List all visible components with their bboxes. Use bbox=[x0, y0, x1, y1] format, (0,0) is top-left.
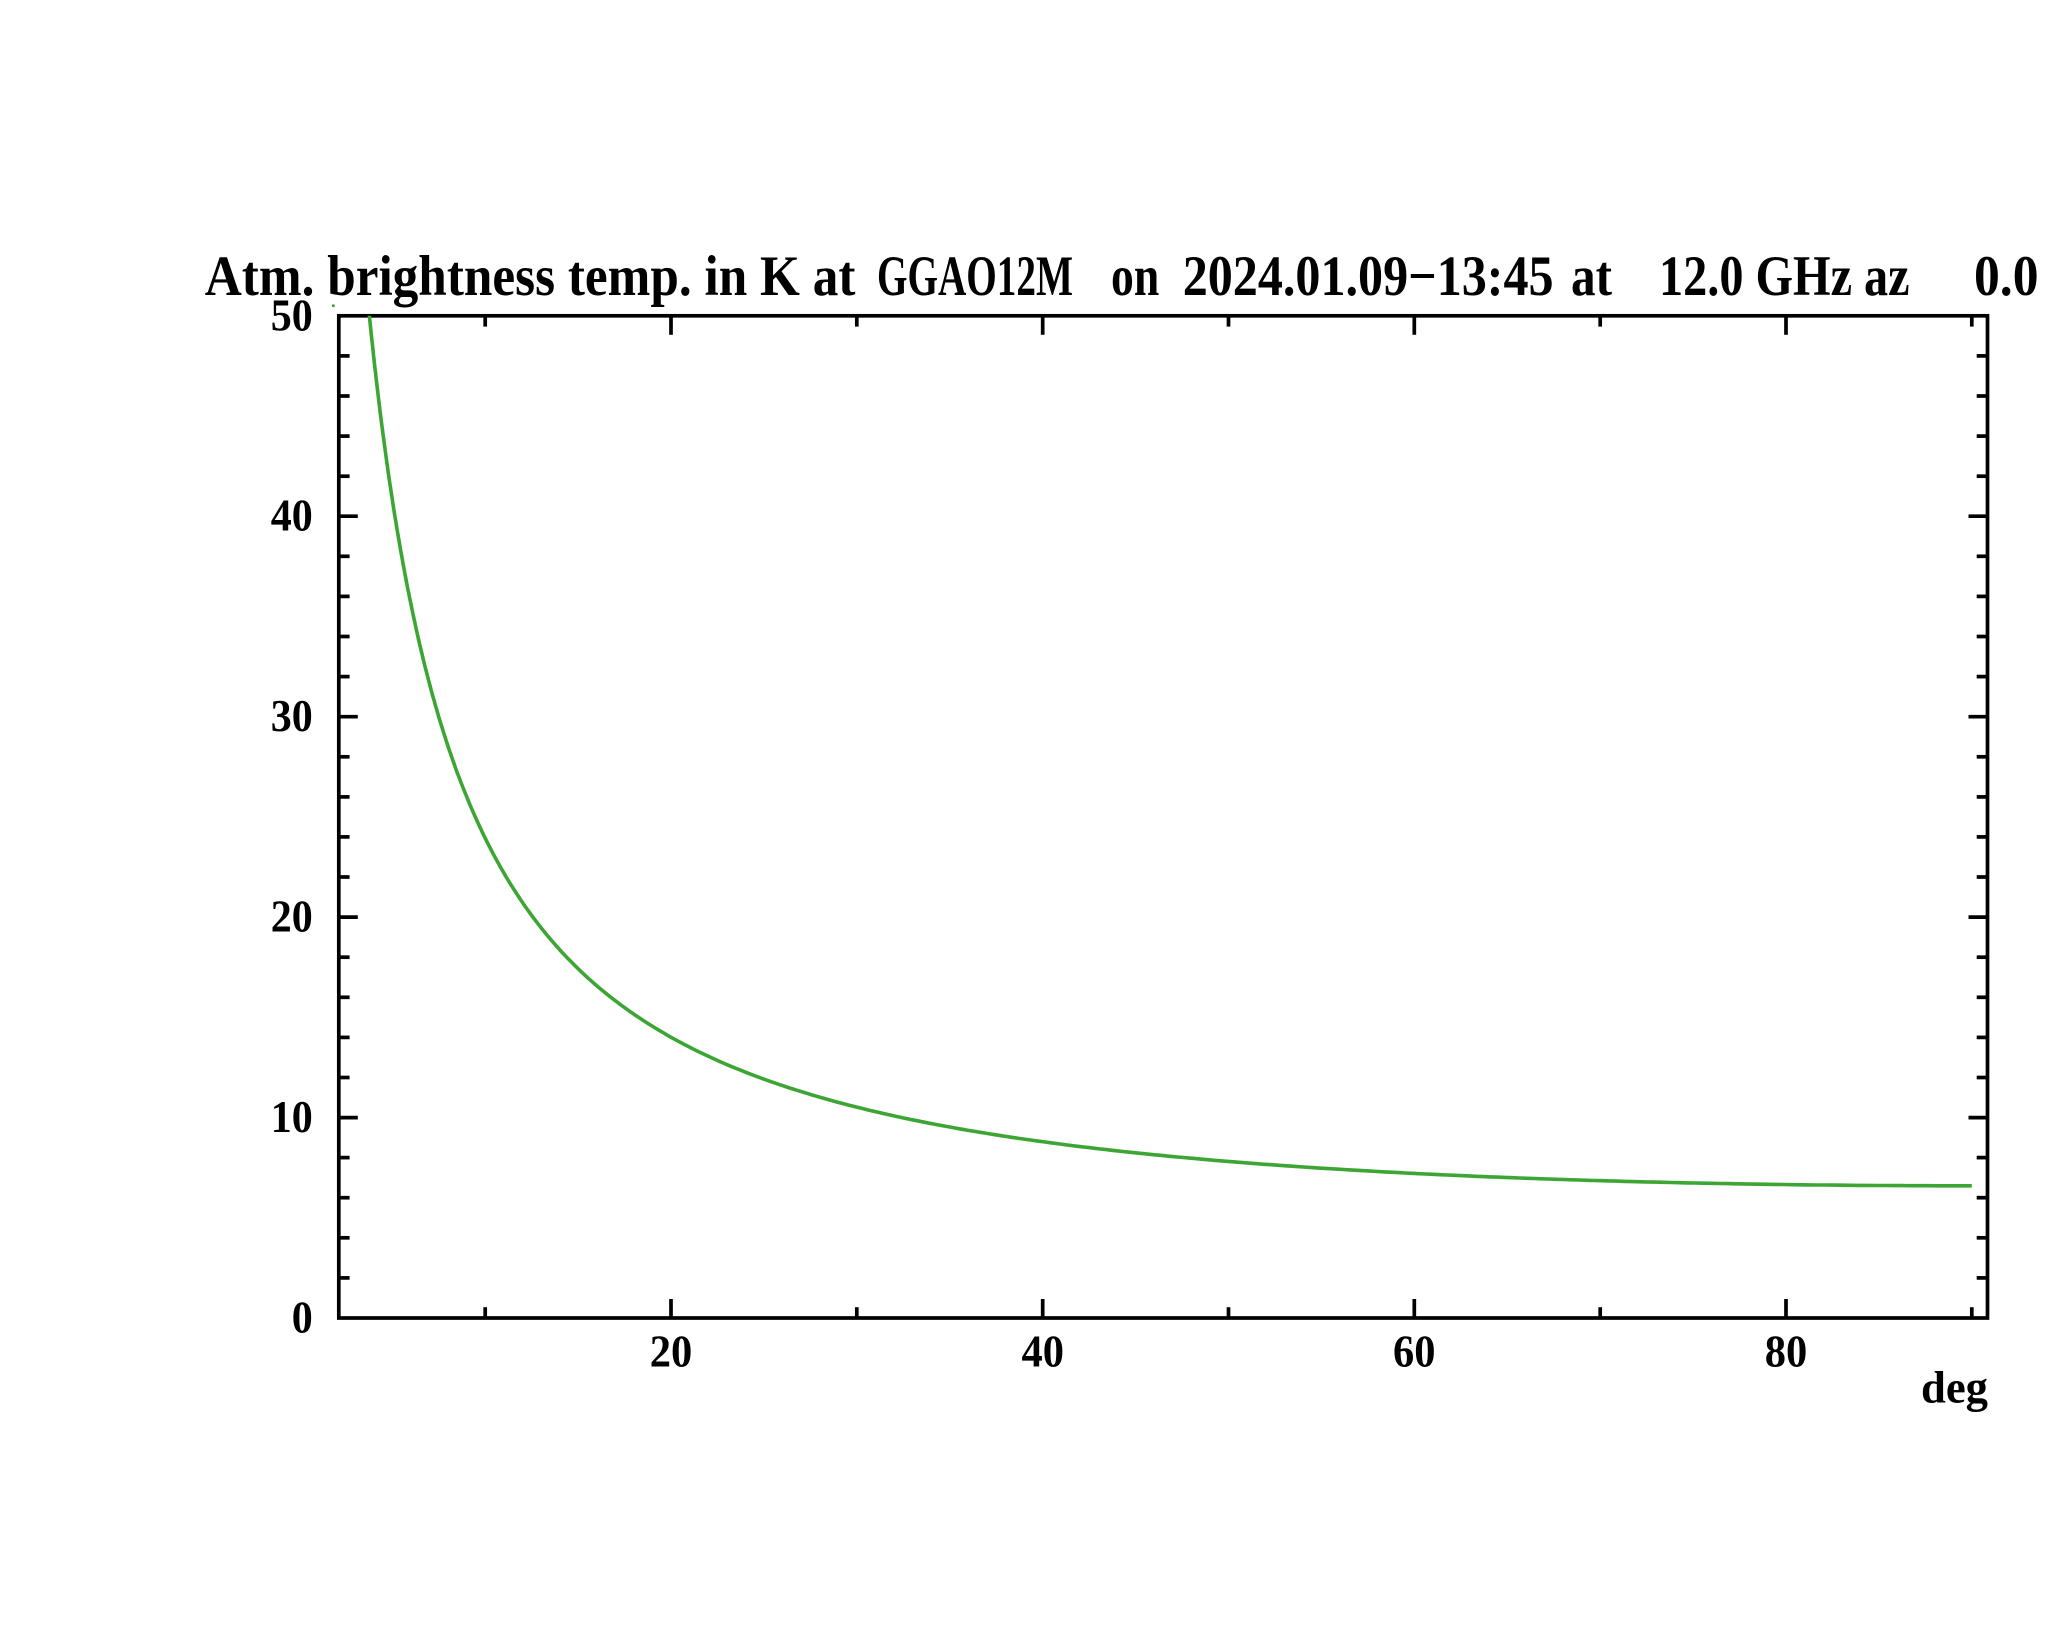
svg-text:20: 20 bbox=[650, 1326, 693, 1376]
svg-text:GGAO12M: GGAO12M bbox=[877, 245, 1073, 308]
svg-text:Atm. brightness temp. in K at: Atm. brightness temp. in K at bbox=[205, 245, 856, 308]
svg-text:40: 40 bbox=[271, 491, 313, 541]
svg-text:40: 40 bbox=[1021, 1326, 1064, 1376]
svg-text:on: on bbox=[1111, 245, 1159, 308]
svg-text:12.0 GHz az: 12.0 GHz az bbox=[1659, 245, 1910, 308]
svg-text:30: 30 bbox=[271, 691, 313, 741]
svg-text:50: 50 bbox=[271, 290, 313, 340]
svg-text:60: 60 bbox=[1393, 1326, 1436, 1376]
svg-text:0.0: 0.0 bbox=[1974, 245, 2039, 308]
svg-text:at: at bbox=[1571, 245, 1612, 308]
svg-text:2024.01.09−13:45: 2024.01.09−13:45 bbox=[1183, 245, 1554, 308]
svg-text:10: 10 bbox=[271, 1092, 313, 1142]
svg-text:20: 20 bbox=[271, 892, 313, 942]
svg-text:deg: deg bbox=[1921, 1362, 1988, 1412]
svg-text:80: 80 bbox=[1765, 1326, 1808, 1376]
svg-text:0: 0 bbox=[292, 1293, 313, 1343]
